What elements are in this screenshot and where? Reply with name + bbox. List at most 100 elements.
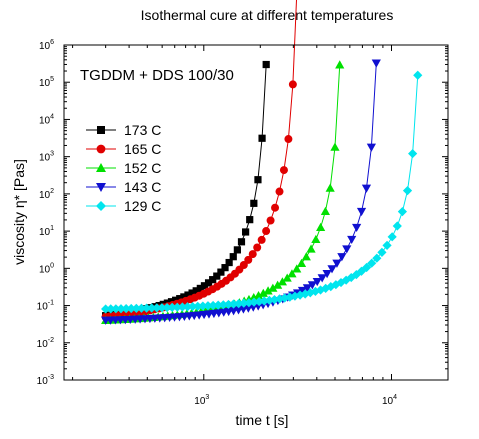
data-point [257, 235, 266, 244]
data-point [387, 232, 397, 242]
data-point [335, 60, 345, 69]
x-tick-base: 10 [382, 396, 394, 407]
legend-marker [97, 126, 105, 134]
data-point [188, 301, 198, 312]
data-point [111, 304, 121, 314]
data-point [282, 273, 292, 282]
data-point [184, 291, 192, 299]
data-point [229, 253, 237, 261]
data-point [408, 148, 418, 159]
data-point [287, 269, 297, 278]
data-point [217, 268, 225, 276]
data-point [213, 272, 221, 280]
data-point [300, 289, 310, 299]
data-point [246, 216, 254, 224]
data-point [218, 300, 228, 310]
data-point [136, 303, 147, 313]
data-point [280, 293, 290, 303]
y-tick-base: 10 [39, 115, 51, 126]
y-tick-base: 10 [39, 264, 51, 275]
annotation-label: TGDDM + DDS 100/30 [80, 67, 234, 84]
legend-label: 165 C [124, 141, 161, 157]
legend-label: 152 C [124, 160, 161, 176]
data-point [172, 302, 182, 312]
x-axis-label: time t [s] [236, 412, 289, 428]
data-point [392, 221, 402, 231]
data-point [237, 238, 246, 246]
data-point [188, 289, 196, 297]
data-point [196, 284, 204, 293]
data-point [413, 70, 423, 80]
data-point [332, 259, 342, 268]
series-layer [101, 0, 423, 325]
data-point [352, 223, 362, 233]
data-point [292, 264, 302, 273]
y-tick-base: 10 [39, 78, 51, 89]
data-point [342, 245, 352, 254]
data-point [198, 301, 208, 311]
data-point [162, 302, 172, 313]
data-point [302, 284, 313, 293]
data-point [351, 269, 361, 280]
data-point [147, 303, 157, 313]
y-tick-exponent: 5 [50, 76, 54, 83]
data-point [347, 235, 357, 245]
data-point [310, 286, 321, 297]
y-tick-exponent: 6 [50, 39, 54, 46]
data-point [254, 176, 262, 184]
data-point [361, 262, 372, 273]
legend-label: 143 C [124, 179, 161, 195]
data-point [223, 299, 234, 310]
y-tick-exponent: 0 [50, 262, 54, 269]
data-point [356, 266, 367, 276]
y-tick-label: 103 [39, 151, 54, 164]
y-tick-label: 105 [39, 76, 54, 89]
data-point [244, 255, 253, 264]
series-line [105, 0, 297, 318]
y-tick-base: 10 [37, 339, 49, 350]
plot-frame [63, 44, 449, 381]
data-point [397, 206, 408, 217]
data-point [275, 187, 284, 196]
data-point [277, 277, 288, 286]
data-point [371, 59, 381, 68]
data-point [233, 246, 241, 254]
data-point [182, 302, 193, 312]
data-point [356, 207, 367, 217]
x-tick-base: 10 [194, 396, 206, 407]
data-point [203, 301, 213, 311]
data-point [330, 142, 340, 151]
data-point [279, 166, 288, 175]
data-point [204, 279, 213, 287]
data-point [248, 250, 257, 259]
data-point [266, 216, 275, 225]
data-point [262, 227, 271, 236]
y-tick-label: 10-3 [37, 374, 54, 387]
y-tick-base: 10 [39, 41, 51, 52]
data-point [193, 301, 203, 311]
y-tick-label: 106 [39, 39, 54, 52]
y-tick-exponent: -2 [48, 337, 54, 344]
data-point [382, 240, 392, 250]
y-tick-base: 10 [39, 227, 51, 238]
data-point [258, 134, 266, 142]
data-point [152, 303, 162, 313]
data-point [361, 184, 372, 193]
data-point [288, 80, 297, 89]
data-point [242, 228, 250, 236]
data-point [268, 283, 278, 292]
data-point [284, 135, 293, 144]
data-point [320, 206, 331, 215]
data-point [176, 295, 184, 303]
data-point [221, 264, 229, 272]
data-point [325, 183, 335, 192]
y-tick-label: 10-1 [37, 300, 54, 313]
data-point [106, 304, 116, 314]
data-point [372, 253, 382, 263]
data-point [208, 300, 218, 311]
data-point [239, 298, 249, 308]
data-point [253, 290, 264, 300]
data-point [316, 222, 326, 231]
y-tick-label: 100 [39, 262, 54, 275]
